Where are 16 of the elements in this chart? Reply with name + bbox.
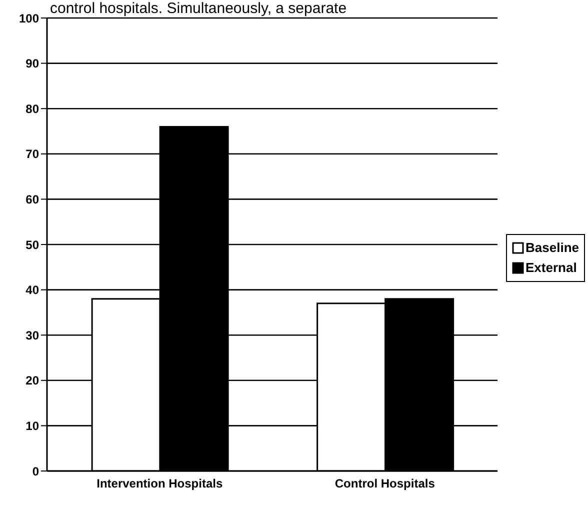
- y-tick-label: 50: [26, 238, 40, 252]
- y-tick-label: 40: [26, 283, 40, 298]
- legend-label: External: [526, 259, 577, 277]
- y-tick-label: 0: [32, 464, 40, 478]
- y-tick-label: 100: [18, 11, 40, 26]
- x-tick-label: Control Hospitals: [334, 476, 436, 491]
- y-tick-label: 30: [26, 328, 40, 342]
- y-tick-label: 10: [26, 418, 40, 433]
- y-tick-label: 90: [26, 56, 40, 71]
- y-tick-label: 60: [26, 192, 40, 206]
- y-tick-label: 20: [26, 374, 40, 388]
- y-tick-label: 80: [26, 102, 40, 116]
- text: control hospitals. Simultaneously, a separate: [50, 0, 347, 17]
- y-tick-label: 70: [26, 147, 40, 162]
- legend-label: Baseline: [526, 239, 579, 257]
- x-tick-label: Intervention Hospitals: [96, 476, 223, 491]
